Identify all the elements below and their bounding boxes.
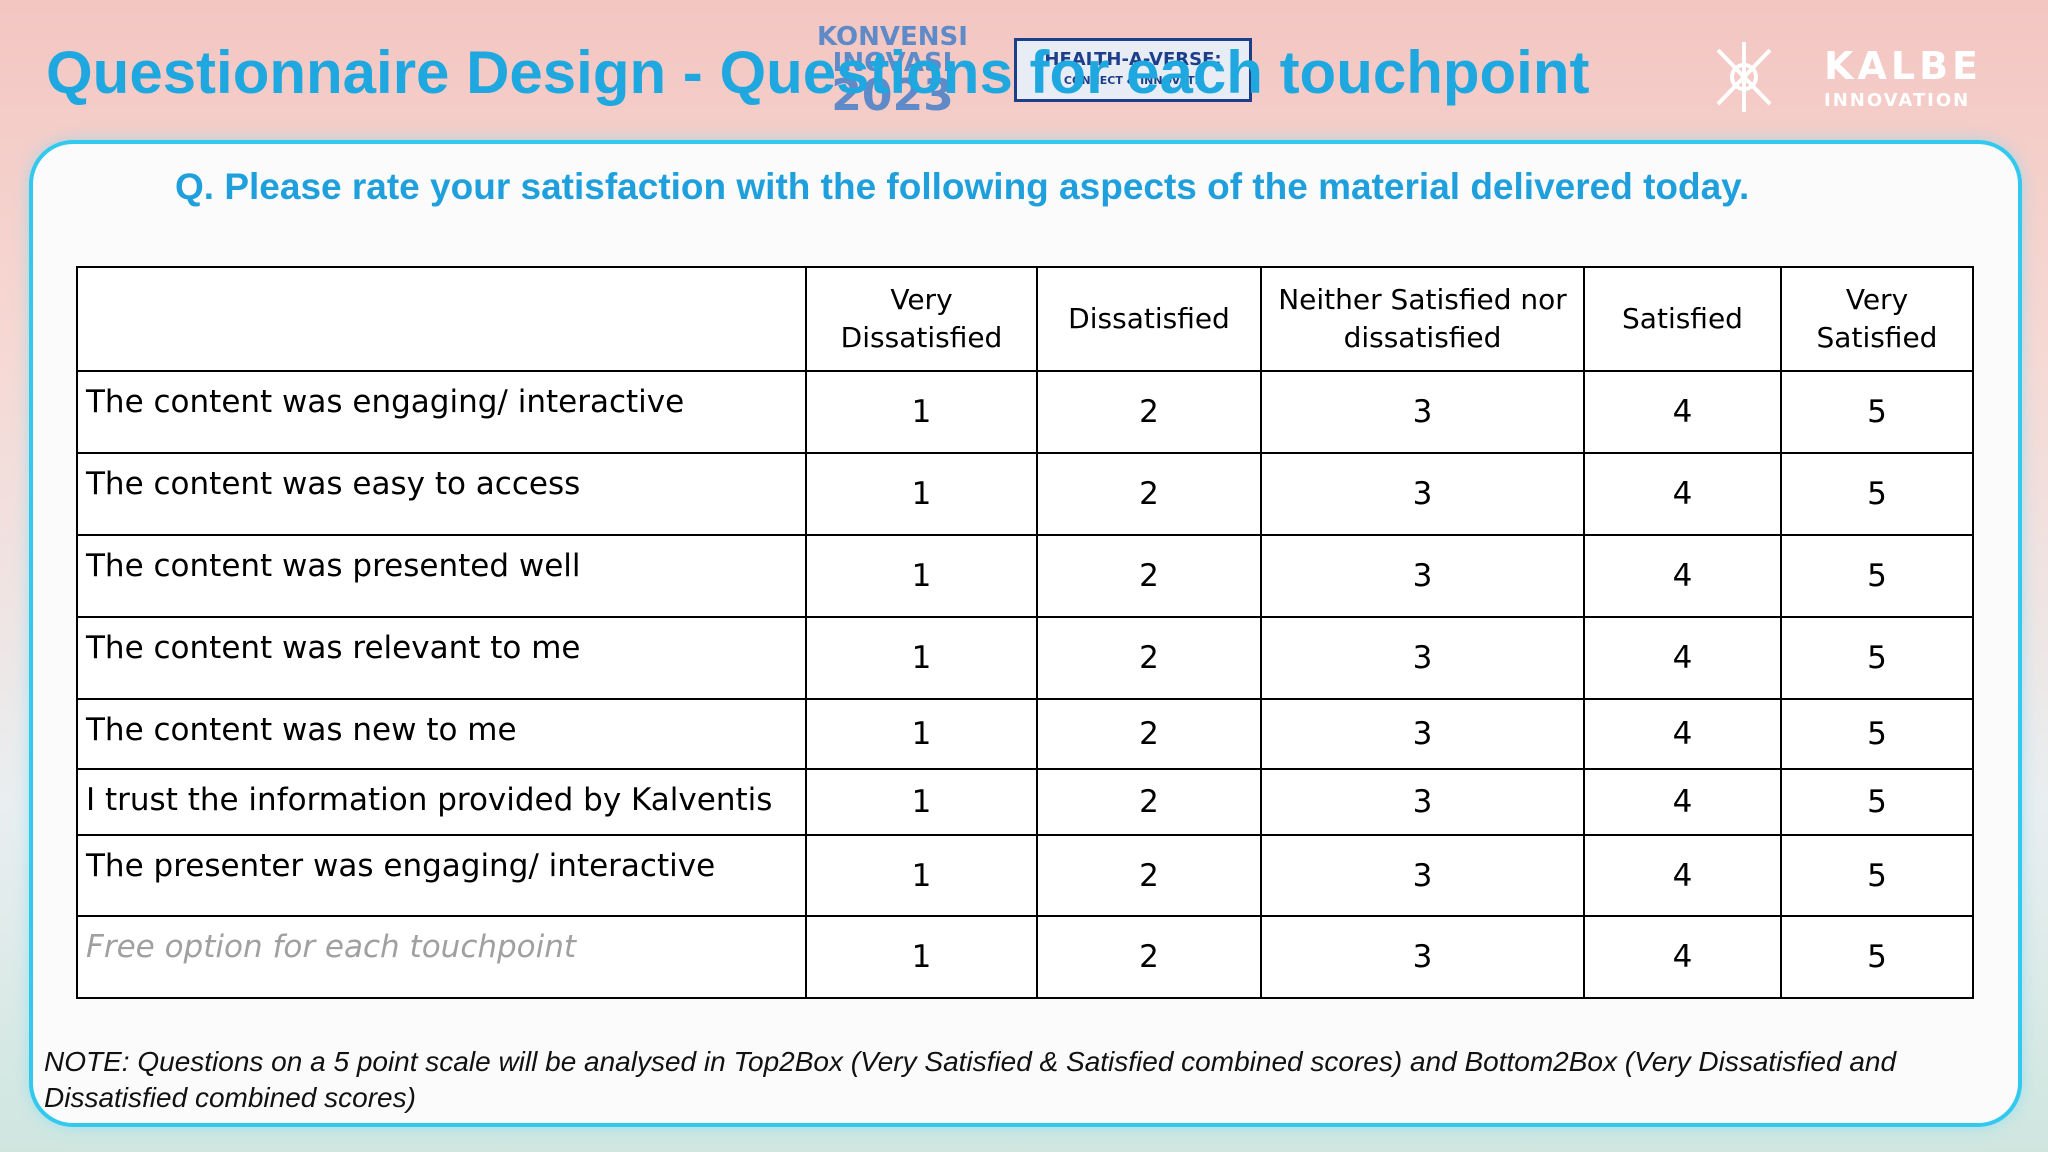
score: 5 [1780, 698, 1974, 770]
score: 3 [1260, 915, 1585, 999]
score: 4 [1583, 698, 1782, 770]
statement: The content was relevant to me [76, 616, 807, 700]
table-row: The content was relevant to me 1 2 3 4 5 [76, 616, 1974, 700]
logo-text: INNOVATION [1824, 90, 1971, 111]
score: 4 [1583, 834, 1782, 917]
score: 2 [1036, 452, 1262, 536]
score: 3 [1260, 616, 1585, 700]
score: 5 [1780, 370, 1974, 454]
statement: The content was easy to access [76, 452, 807, 536]
column-header: Very Satisfied [1780, 266, 1974, 372]
score: 3 [1260, 834, 1585, 917]
score: 5 [1780, 768, 1974, 836]
table-row: The content was easy to access 1 2 3 4 5 [76, 452, 1974, 536]
column-header: Dissatisfied [1036, 266, 1262, 372]
logo-text: KALBE [1824, 44, 1982, 88]
score: 2 [1036, 768, 1262, 836]
score: 4 [1583, 534, 1782, 618]
score: 2 [1036, 616, 1262, 700]
score: 4 [1583, 370, 1782, 454]
score: 1 [805, 534, 1038, 618]
statement: The content was new to me [76, 698, 807, 770]
question: Q. Please rate your satisfaction with th… [175, 166, 1750, 207]
rating-table: Very Dissatisfied Dissatisfied Neither Sat… [76, 266, 1974, 999]
score: 4 [1583, 768, 1782, 836]
score: 3 [1260, 370, 1585, 454]
column-header: Neither Satisfied nor dissatisfied [1260, 266, 1585, 372]
statement: The content was engaging/ interactive [76, 370, 807, 454]
score: 2 [1036, 370, 1262, 454]
score: 2 [1036, 698, 1262, 770]
statement: I trust the information provided by Kalv… [76, 768, 807, 836]
score: 1 [805, 370, 1038, 454]
statement: The presenter was engaging/ interactive [76, 834, 807, 917]
score: 5 [1780, 452, 1974, 536]
score: 5 [1780, 616, 1974, 700]
theme-logo: HEALTH-A-VERSE: CONNECT & INNOVATE [1014, 38, 1252, 102]
score: 3 [1260, 698, 1585, 770]
score: 4 [1583, 616, 1782, 700]
event-logo: KONVENSI INOVASI 2023 [800, 22, 985, 121]
logo-text: CONNECT & INNOVATE [1063, 74, 1203, 87]
score: 4 [1583, 452, 1782, 536]
score: 3 [1260, 768, 1585, 836]
score: 2 [1036, 534, 1262, 618]
score: 1 [805, 616, 1038, 700]
score: 1 [805, 768, 1038, 836]
score: 1 [805, 698, 1038, 770]
statement: Free option for each touchpoint [76, 915, 807, 999]
score: 2 [1036, 915, 1262, 999]
logo-text: HEALTH-A-VERSE: [1044, 49, 1222, 70]
corner-cell [76, 266, 807, 372]
score: 4 [1583, 915, 1782, 999]
table-row: The content was new to me 1 2 3 4 5 [76, 698, 1974, 770]
statement: The content was presented well [76, 534, 807, 618]
table-row: The presenter was engaging/ interactive 1… [76, 834, 1974, 917]
logo-text: 2023 [831, 70, 954, 121]
logo-mark [1716, 42, 1772, 112]
logo-text: KONVENSI [817, 22, 968, 52]
slide-title: Questionnaire Design - Questions for eac… [46, 39, 1590, 106]
score: 1 [805, 452, 1038, 536]
score: 5 [1780, 915, 1974, 999]
column-header: Very Dissatisfied [805, 266, 1038, 372]
note: NOTE: Questions on a 5 point scale will … [44, 1046, 1897, 1113]
score: 3 [1260, 452, 1585, 536]
score: 5 [1780, 534, 1974, 618]
table-row: Free option for each touchpoint 1 2 3 4 5 [76, 915, 1974, 999]
table-row: The content was engaging/ interactive 1 2 3… [76, 370, 1974, 454]
score: 2 [1036, 834, 1262, 917]
column-header: Satisfied [1583, 266, 1782, 372]
logo-text: INOVASI [832, 48, 953, 78]
score: 5 [1780, 834, 1974, 917]
score: 3 [1260, 534, 1585, 618]
score: 1 [805, 915, 1038, 999]
table-row: The content was presented well 1 2 3 4 5 [76, 534, 1974, 618]
score: 1 [805, 834, 1038, 917]
table-row: I trust the information provided by Kalv… [76, 768, 1974, 836]
